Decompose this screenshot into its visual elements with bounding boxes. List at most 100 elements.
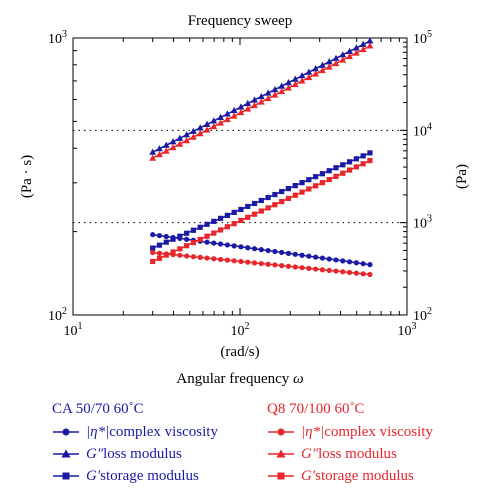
x-axis-unit: (rad/s) [220, 344, 259, 360]
legend-item-viscosity: |η*| complex viscosity [52, 421, 218, 443]
data-point [306, 265, 312, 271]
data-point [176, 140, 184, 147]
legend-symbol: |η*| [301, 424, 325, 440]
data-point [313, 254, 319, 260]
legend-label: loss modulus [318, 446, 397, 462]
data-point [360, 153, 366, 159]
legend-group-q8: Q8 70/100 60˚C |η*| complex viscosity G″… [267, 398, 433, 487]
x-tick-label: 102 [231, 321, 250, 339]
data-point [367, 262, 373, 268]
data-point [367, 150, 373, 156]
data-point [360, 161, 366, 167]
legend-symbol: G′ [86, 468, 101, 484]
data-point [326, 168, 332, 174]
data-point [150, 258, 156, 265]
data-point [156, 232, 163, 239]
data-point [339, 51, 347, 58]
data-point [291, 75, 299, 82]
triangle-marker-icon [53, 449, 79, 458]
data-point [352, 49, 360, 56]
data-point [353, 164, 359, 170]
data-point [156, 242, 163, 248]
data-point [251, 96, 258, 103]
data-point [366, 42, 374, 49]
data-point [211, 256, 217, 262]
data-point [211, 240, 217, 246]
legend-symbol: G′ [301, 468, 316, 484]
data-point [217, 119, 224, 126]
data-point [340, 170, 346, 176]
data-point [319, 267, 326, 273]
data-point [251, 101, 258, 109]
x-tick-label: 101 [64, 321, 83, 339]
legend-group-title: CA 50/70 60˚C [52, 401, 144, 417]
data-point [196, 129, 204, 137]
data-point [177, 252, 183, 258]
data-point [238, 258, 244, 265]
data-point [150, 249, 156, 256]
data-point [272, 262, 278, 268]
data-point [359, 40, 367, 47]
y-right-tick-label: 104 [413, 121, 432, 139]
data-point [313, 266, 319, 272]
data-point [224, 224, 230, 230]
data-point [163, 252, 169, 258]
data-point [149, 148, 157, 155]
data-point [217, 215, 224, 221]
data-point [156, 255, 163, 261]
data-point [306, 253, 312, 259]
data-point [257, 98, 265, 105]
data-point [210, 122, 218, 130]
data-point [278, 87, 286, 95]
data-point [279, 198, 285, 205]
legend-item-loss: G″ loss modulus [267, 443, 433, 465]
data-point [245, 203, 251, 210]
data-point [184, 236, 190, 242]
y-right-tick-label: 103 [413, 214, 432, 232]
data-point [272, 191, 278, 198]
data-point [285, 263, 292, 269]
data-point [245, 245, 251, 251]
data-point [265, 247, 271, 254]
data-point [312, 70, 320, 77]
data-point [264, 89, 272, 96]
data-point [313, 183, 319, 189]
data-point [367, 158, 373, 164]
data-point [319, 171, 326, 177]
data-point [352, 44, 360, 51]
data-point [237, 108, 245, 116]
data-point [251, 246, 258, 252]
data-point [238, 206, 244, 213]
data-point [210, 117, 218, 124]
data-point [169, 144, 177, 151]
data-point [156, 145, 163, 152]
x-tick-label: 103 [398, 321, 417, 339]
data-point [162, 147, 170, 154]
legend-item-storage: G′ storage modulus [267, 465, 433, 487]
square-marker-icon [53, 472, 79, 480]
data-point [333, 173, 339, 179]
data-point [177, 246, 183, 252]
data-point [197, 236, 203, 243]
legend-symbol: |η*| [86, 424, 110, 440]
legend-item-storage: G′ storage modulus [52, 465, 218, 487]
data-point [332, 59, 340, 67]
data-point [258, 208, 264, 214]
circle-marker-icon [268, 428, 294, 436]
data-point [279, 249, 285, 256]
y-left-tick-label: 103 [48, 29, 67, 47]
data-point [271, 85, 279, 93]
data-point [360, 261, 366, 267]
data-point [279, 263, 285, 269]
data-point [332, 54, 340, 61]
chart-title: Frequency sweep [188, 13, 293, 29]
data-point [292, 192, 298, 198]
data-point [319, 66, 326, 74]
data-point [244, 105, 252, 112]
data-point [285, 84, 292, 91]
data-point [340, 258, 346, 264]
data-point [271, 91, 279, 98]
legend-label: loss modulus [103, 446, 182, 462]
data-point [204, 233, 210, 239]
data-point [265, 261, 271, 267]
